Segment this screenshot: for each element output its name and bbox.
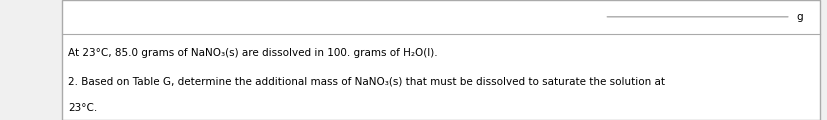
Text: g: g xyxy=(796,12,802,22)
Text: 2. Based on Table G, determine the additional mass of NaNO₃(s) that must be diss: 2. Based on Table G, determine the addit… xyxy=(68,77,664,87)
Text: At 23°C, 85.0 grams of NaNO₃(s) are dissolved in 100. grams of H₂O(l).: At 23°C, 85.0 grams of NaNO₃(s) are diss… xyxy=(68,48,437,58)
Text: 23°C.: 23°C. xyxy=(68,103,97,113)
FancyBboxPatch shape xyxy=(62,0,819,120)
